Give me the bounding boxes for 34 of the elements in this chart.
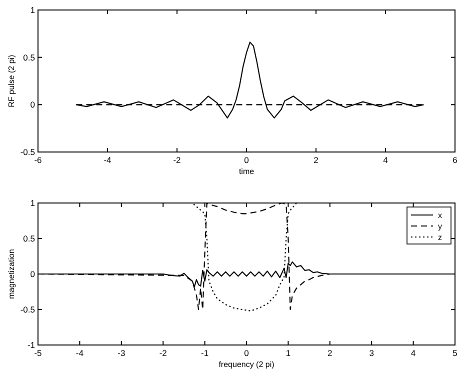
x-tick-label: -3 — [118, 348, 126, 358]
y-tick-label: -0.5 — [20, 304, 36, 314]
x-tick-label: 2 — [328, 348, 333, 358]
x-tick-label: 2 — [314, 155, 319, 165]
y-axis-title: RF pulse (2 pi) — [7, 54, 16, 108]
x-tick-label: -6 — [34, 155, 42, 165]
x-tick-label: -2 — [173, 155, 182, 165]
x-tick-label: -4 — [76, 348, 84, 358]
y-tick-label: -0.5 — [20, 147, 36, 157]
x-tick-label: -2 — [159, 348, 168, 358]
x-tick-label: 1 — [286, 348, 291, 358]
x-tick-label: 0 — [244, 155, 250, 165]
y-tick-label: 0 — [30, 100, 36, 110]
x-tick-label: 6 — [452, 155, 458, 165]
x-tick-label: 3 — [369, 348, 374, 358]
x-tick-label: -4 — [104, 155, 112, 165]
y-axis-title: magnetization — [7, 249, 16, 299]
y-tick-label: 1 — [30, 5, 36, 15]
y-tick-label: 0 — [30, 269, 36, 279]
y-tick-label: 0.5 — [23, 234, 36, 244]
x-tick-label: -5 — [34, 348, 42, 358]
x-tick-label: 5 — [452, 348, 458, 358]
x-tick-label: 4 — [383, 155, 388, 165]
x-axis-title: frequency (2 pi) — [218, 360, 275, 369]
legend-label: y — [438, 222, 442, 231]
x-tick-label: 0 — [244, 348, 250, 358]
y-tick-label: 1 — [30, 198, 36, 208]
y-tick-label: 0.5 — [23, 52, 36, 62]
x-tick-label: -1 — [201, 348, 209, 358]
x-axis-title: time — [238, 167, 255, 176]
x-tick-label: 4 — [410, 348, 416, 358]
legend-label: x — [438, 211, 442, 220]
legend-label: z — [438, 233, 442, 242]
y-tick-label: -1 — [27, 340, 36, 350]
